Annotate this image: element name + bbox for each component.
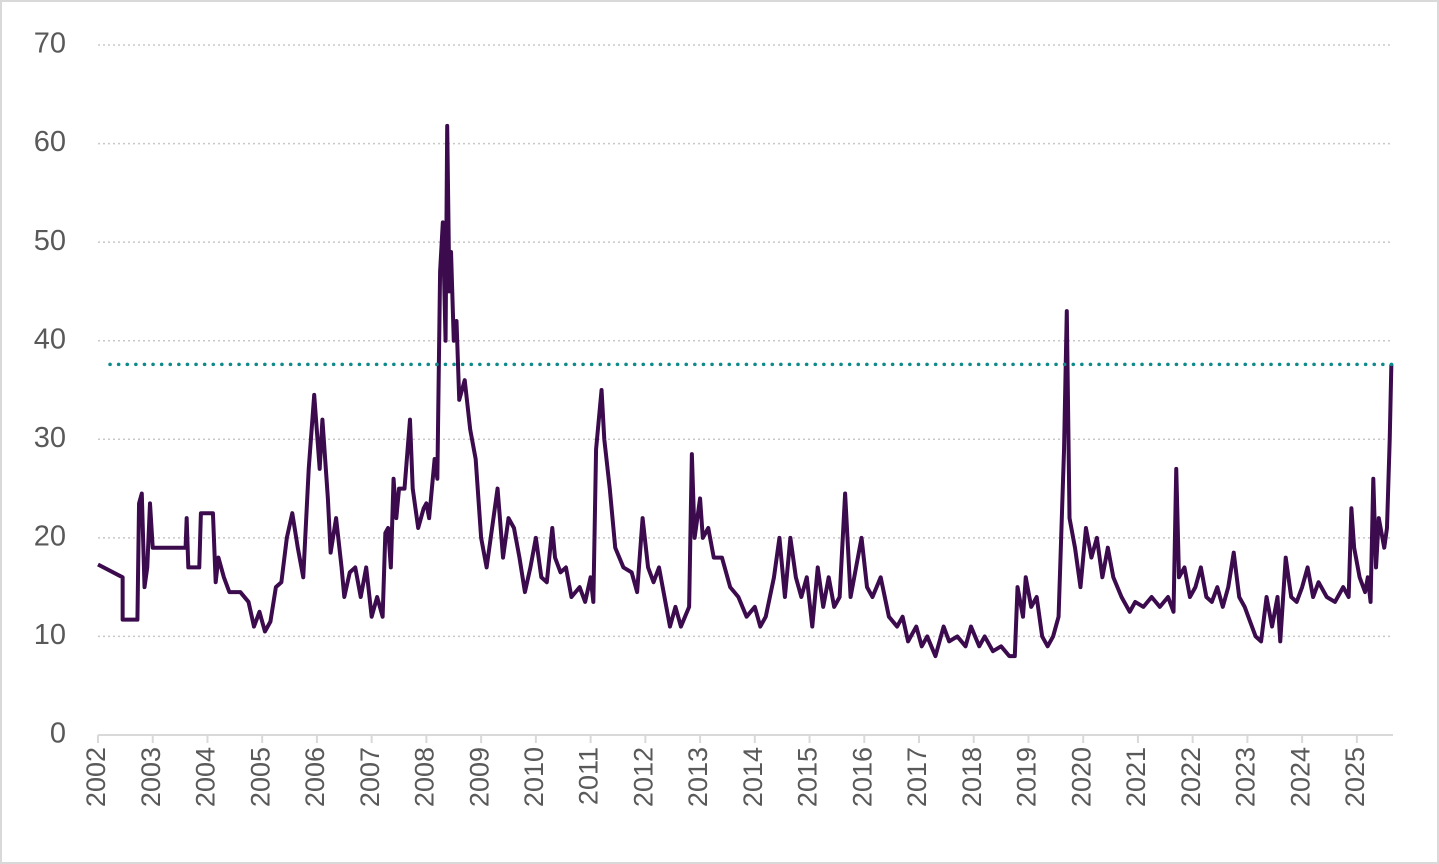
x-tick-label: 2003 [136, 747, 166, 807]
series-line [97, 123, 1394, 659]
x-tick-label: 2012 [628, 747, 658, 807]
x-tick-label: 2017 [902, 747, 932, 807]
y-tick-label: 20 [34, 521, 66, 553]
x-tick-label: 2024 [1285, 747, 1315, 807]
x-tick-label: 2023 [1231, 747, 1261, 807]
x-tick-label: 2015 [793, 747, 823, 807]
x-tick-label: 2014 [738, 747, 768, 807]
x-tick-label: 2020 [1066, 747, 1096, 807]
x-tick-label: 2018 [957, 747, 987, 807]
y-tick-label: 70 [34, 28, 66, 60]
x-tick-label: 2016 [847, 747, 877, 807]
x-tick-label: 2010 [519, 747, 549, 807]
y-tick-label: 0 [50, 718, 66, 750]
x-tick-label: 2009 [464, 747, 494, 807]
y-tick-label: 60 [34, 126, 66, 158]
x-tick-label: 2025 [1340, 747, 1370, 807]
x-tick-label: 2005 [245, 747, 275, 807]
x-tick-label: 2021 [1121, 747, 1151, 807]
x-tick-label: 2013 [683, 747, 713, 807]
y-tick-label: 40 [34, 323, 66, 355]
x-tick-label: 2002 [81, 747, 111, 807]
x-tick-label: 2022 [1176, 747, 1206, 807]
y-tick-label: 30 [34, 422, 66, 454]
x-tick-label: 2019 [1012, 747, 1042, 807]
x-tick-label: 2011 [574, 747, 604, 805]
x-tick-label: 2004 [191, 747, 221, 807]
x-tick-label: 2007 [355, 747, 385, 807]
y-tick-label: 10 [34, 619, 66, 651]
x-tick-label: 2008 [410, 747, 440, 807]
y-tick-label: 50 [34, 225, 66, 257]
x-tick-label: 2006 [300, 747, 330, 807]
